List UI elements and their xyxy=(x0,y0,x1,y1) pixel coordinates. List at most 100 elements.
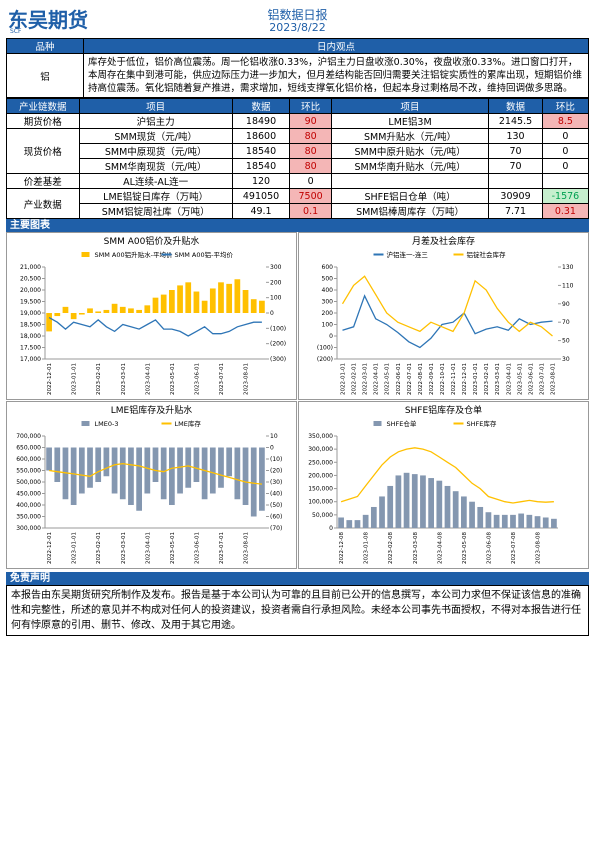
y2-tick-label: 90 xyxy=(562,301,570,308)
line xyxy=(341,275,553,337)
x-tick-label: 2022-06-01 xyxy=(396,363,402,395)
bar xyxy=(95,311,102,313)
logo-mark: SCF xyxy=(10,28,22,35)
header-cell: 日内观点 xyxy=(83,38,589,54)
bar xyxy=(152,297,159,313)
x-tick-label: 2022-05-01 xyxy=(385,363,391,395)
y2-tick-label: (10) xyxy=(270,456,282,463)
change-cell: 0 xyxy=(541,143,590,159)
bar xyxy=(209,288,216,313)
row: 铝库存处于低位，铝价高位震荡。周一伦铝收涨0.33%，沪铝主力日盘收涨0.30%… xyxy=(6,53,589,98)
x-tick-label: 2022-10-01 xyxy=(440,363,446,395)
bar xyxy=(346,520,353,528)
legend-label: SHFE库存 xyxy=(467,419,497,428)
y-tick-label: 100,000 xyxy=(308,499,333,506)
item-cell: SMM升贴水（元/吨） xyxy=(330,128,490,144)
y2-tick-label: 300 xyxy=(270,264,282,271)
bar xyxy=(119,447,126,500)
x-tick-label: 2023-04-01 xyxy=(506,363,512,395)
y-tick-label: 350,000 xyxy=(16,514,41,521)
y-tick-label: 17,500 xyxy=(20,345,41,352)
y-tick-label: 0 xyxy=(329,333,333,340)
bar xyxy=(144,305,151,313)
x-tick-label: 2023-01-01 xyxy=(72,532,78,564)
bar xyxy=(111,303,118,313)
bar xyxy=(87,447,93,488)
x-tick-label: 2023-08-01 xyxy=(244,532,250,564)
bar xyxy=(218,447,224,488)
section-header: 主要图表 xyxy=(6,219,589,232)
x-tick-label: 2023-03-01 xyxy=(495,363,501,395)
bar xyxy=(103,309,110,313)
bar xyxy=(250,447,257,517)
y2-tick-label: (40) xyxy=(270,491,282,498)
chart-title: LME铝库存及升贴水 xyxy=(111,404,192,416)
bar xyxy=(403,472,410,528)
y2-tick-label: 30 xyxy=(562,356,570,363)
y-tick-label: 500 xyxy=(322,276,334,283)
change-cell: -1576 xyxy=(541,188,590,204)
x-tick-label: 2022-02-01 xyxy=(352,363,358,395)
y-tick-label: 650,000 xyxy=(16,445,41,452)
row: SMM华南现货（元/吨） 18540 80 SMM华南升贴水（元/吨） 70 0 xyxy=(7,158,590,174)
row: 产业数据 LME铝锭日库存（万吨） 491050 7500 SHFE铝日仓单（吨） 309… xyxy=(6,188,590,219)
y-tick-label: 19,500 xyxy=(20,299,41,306)
x-tick-label: 2023-03-08 xyxy=(413,532,419,564)
y-tick-label: 20,000 xyxy=(20,287,41,294)
y-tick-label: 700,000 xyxy=(16,433,41,440)
empty-cell xyxy=(541,173,590,189)
x-tick-label: 2023-02-08 xyxy=(388,532,394,564)
bar xyxy=(111,447,118,494)
value-cell: 130 xyxy=(488,128,543,144)
value-cell: 18490 xyxy=(231,113,291,129)
legend-label: 铝锭社会库存 xyxy=(467,250,507,259)
value-cell: 7.71 xyxy=(488,203,543,219)
bar xyxy=(152,447,159,482)
bar xyxy=(436,480,443,528)
item-cell: SMM华南升贴水（元/吨） xyxy=(330,158,490,174)
y2-tick-label: 0 xyxy=(270,445,274,452)
y-tick-label: 400 xyxy=(322,287,334,294)
legend-label: SMM A00铝升贴水-平均价 xyxy=(95,250,173,259)
group-cell: 现货价格 xyxy=(6,128,80,174)
bar xyxy=(193,447,200,482)
item-cell: 沪铝主力 xyxy=(78,113,233,129)
bar xyxy=(551,518,557,528)
view-cell: 库存处于低位，铝价高位震荡。周一伦铝收涨0.33%，沪铝主力日盘收涨0.30%，… xyxy=(83,53,589,98)
change-cell: 0.1 xyxy=(289,203,332,219)
x-tick-label: 2023-03-01 xyxy=(121,363,127,395)
bar xyxy=(542,517,549,528)
line xyxy=(48,317,262,337)
header-cell: 品种 xyxy=(6,38,84,54)
bar xyxy=(54,313,61,317)
bar xyxy=(78,313,85,315)
x-tick-label: 2023-05-01 xyxy=(170,363,176,395)
x-tick-label: 2022-07-01 xyxy=(407,363,413,395)
report-date: 2023/8/22 xyxy=(269,21,326,34)
bar xyxy=(193,291,200,313)
line xyxy=(340,447,554,504)
row: 现货价格 SMM现货（元/吨） 18600 80 SMM升贴水（元/吨） 130 0 xyxy=(6,128,590,174)
disclaimer-text: 本报告由东吴期货研究所制作及发布。报告是基于本公司认为可靠的且目前已公开的信息撰… xyxy=(6,585,589,636)
item-cell: SMM中原现货（元/吨） xyxy=(78,143,233,159)
x-tick-label: 2022-01-01 xyxy=(341,363,347,395)
y-tick-label: 350,000 xyxy=(308,433,333,440)
bar xyxy=(218,282,224,313)
y-tick-label: (100) xyxy=(317,345,333,352)
y-tick-label: 0 xyxy=(329,525,333,532)
value-cell: 18540 xyxy=(231,143,291,159)
change-cell: 80 xyxy=(289,158,332,174)
bar xyxy=(510,514,516,528)
header-cell: 环比 xyxy=(289,98,332,114)
chart-title: SHFE铝库存及仓单 xyxy=(405,404,482,416)
bar xyxy=(160,447,167,500)
bar xyxy=(493,514,500,528)
y-tick-label: (200) xyxy=(317,356,333,363)
value-cell: 18600 xyxy=(231,128,291,144)
value-cell: 120 xyxy=(231,173,291,189)
change-cell: 0 xyxy=(541,158,590,174)
item-cell: SMM中原升贴水（元/吨） xyxy=(330,143,490,159)
y2-tick-label: 200 xyxy=(270,279,282,286)
x-tick-label: 2022-04-01 xyxy=(374,363,380,395)
